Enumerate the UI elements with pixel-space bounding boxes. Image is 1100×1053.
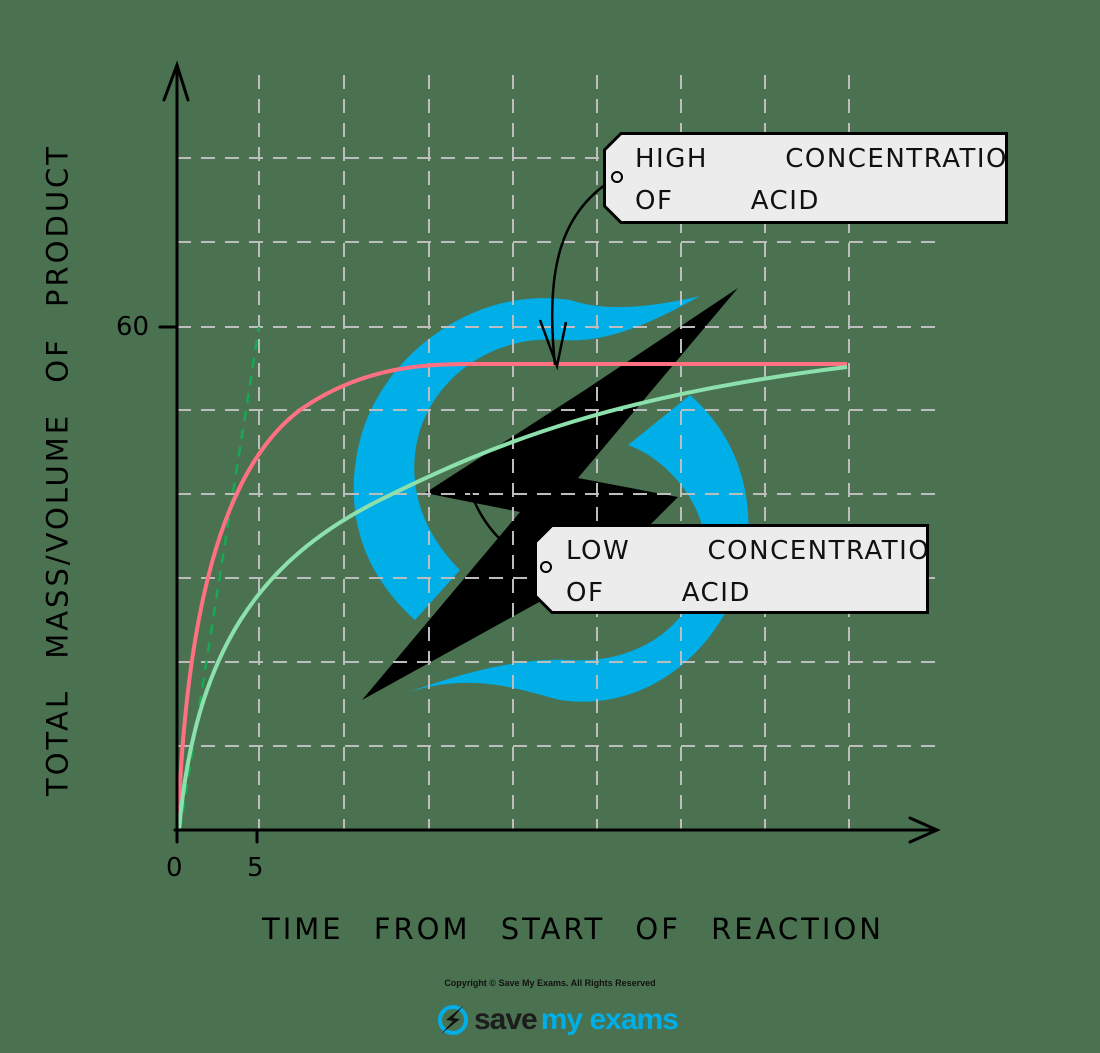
- y-tick-label-60: 60: [116, 312, 150, 342]
- y-axis-arrow-icon: [162, 60, 190, 102]
- initial-rate-tangent: [178, 326, 261, 831]
- x-tick-label-5: 5: [247, 853, 264, 883]
- x-axis-arrow-icon: [908, 816, 941, 844]
- logo-ring-bottom: [400, 395, 749, 702]
- high-pointer-arrowhead-icon: [538, 319, 568, 371]
- logo-save-text: save: [474, 1003, 538, 1036]
- y-axis-title: TOTAL MASS/VOLUME OF PRODUCT: [40, 143, 75, 797]
- low-callout-text: LOW CONCENTRATION OF ACID: [566, 536, 952, 608]
- logo-bolt-icon: [438, 1005, 468, 1035]
- high-concentration-curve: [176, 362, 847, 831]
- logo-my-exams-text: my exams: [540, 1003, 679, 1036]
- save-my-exams-logo: save my exams: [436, 1002, 679, 1038]
- logo-ring-top: [353, 296, 700, 620]
- high-callout-text: HIGH CONCENTRATION OF ACID: [635, 144, 1029, 216]
- low-concentration-callout: LOW CONCENTRATION OF ACID: [534, 524, 929, 614]
- x-axis-title: TIME FROM START OF REACTION: [262, 912, 884, 946]
- high-callout-border: [603, 132, 1008, 224]
- x-tick-label-0: 0: [166, 853, 183, 883]
- copyright-text: Copyright © Save My Exams. All Rights Re…: [444, 978, 656, 988]
- high-callout-pointer: [550, 175, 618, 366]
- high-concentration-callout: HIGH CONCENTRATION OF ACID: [603, 132, 1008, 224]
- low-anchor-icon: [540, 561, 552, 573]
- low-callout-border: [534, 524, 929, 614]
- low-concentration-curve: [177, 365, 848, 831]
- high-anchor-icon: [611, 171, 623, 183]
- axes: [158, 60, 941, 844]
